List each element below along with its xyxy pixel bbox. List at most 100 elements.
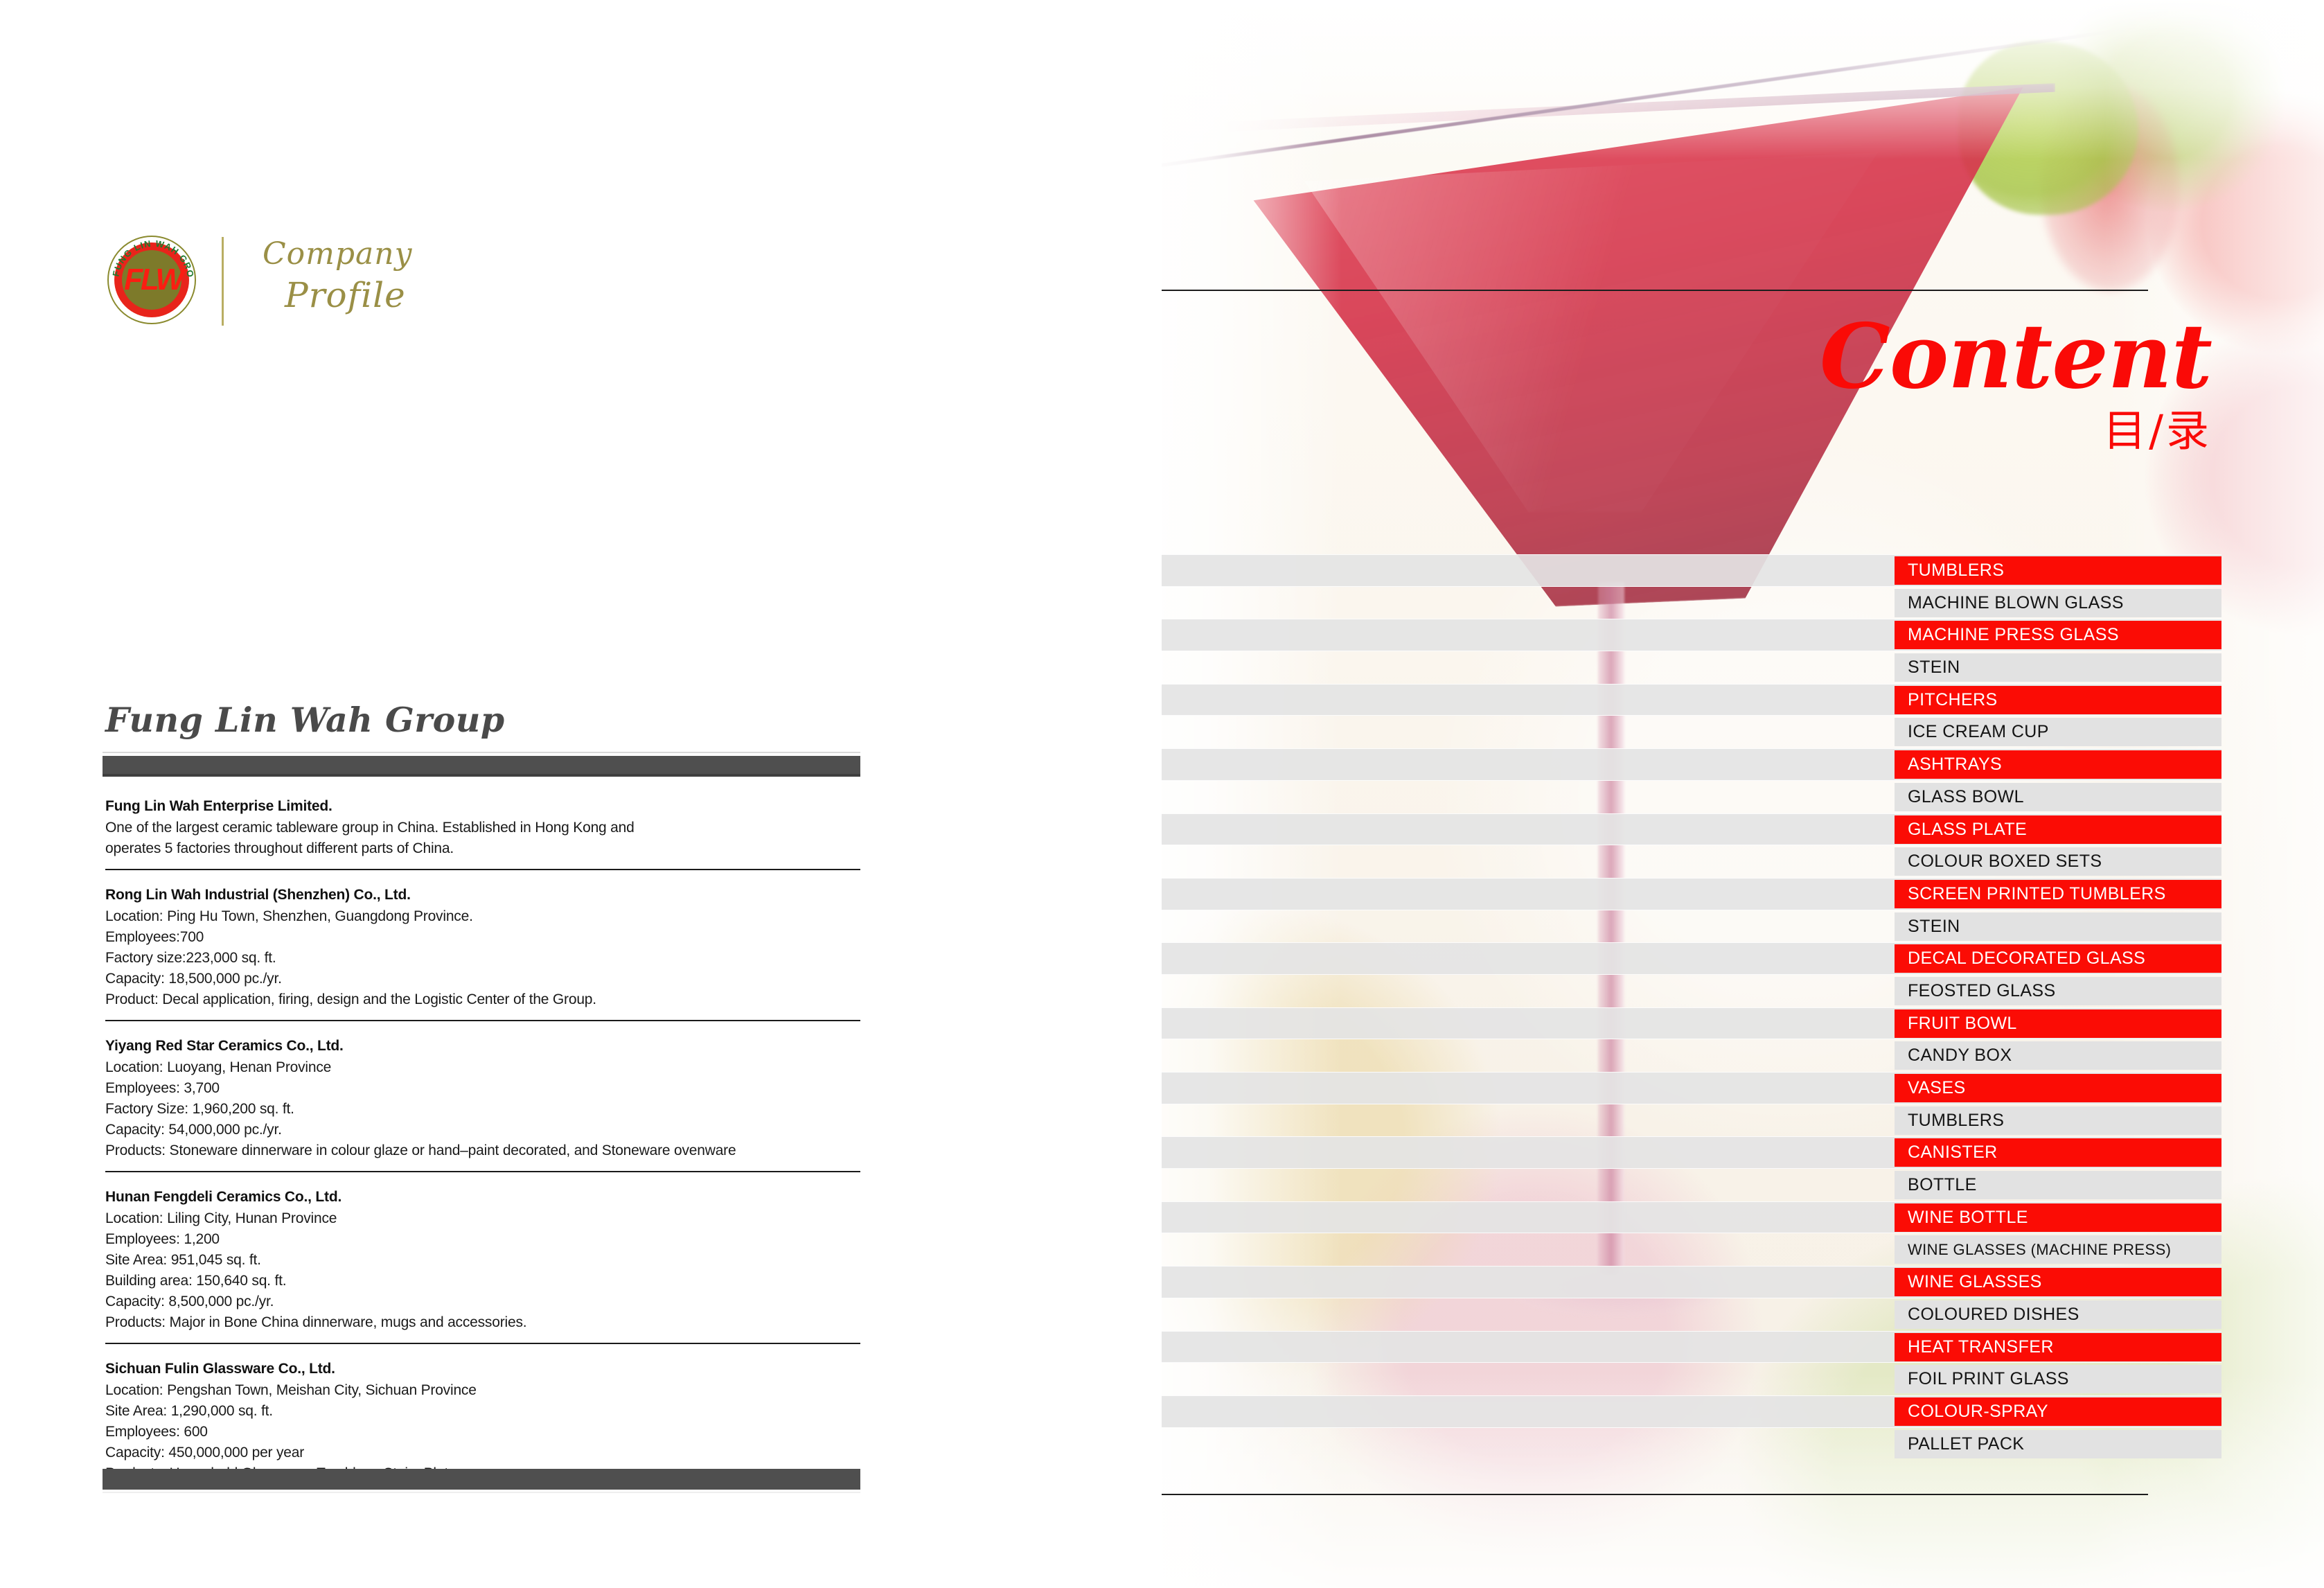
toc-row[interactable]: 151喷色杯COLOUR-SPRAY	[1162, 1395, 2324, 1428]
toc-row[interactable]: 089花瓶VASES	[1162, 1072, 2324, 1104]
logo-arc-text-icon: FUNG LIN WAH GROUP	[109, 237, 195, 279]
company-detail-line: Employees: 3,700	[105, 1080, 220, 1096]
company-detail-line: Site Area: 1,290,000 sq. ft.	[105, 1403, 273, 1419]
company-list: Fung Lin Wah Enterprise Limited. One of t…	[105, 795, 860, 1494]
toc-row[interactable]: 121有色碟COLOURED DISHES	[1162, 1298, 2324, 1331]
toc-label-en: SCREEN PRINTED TUMBLERS	[1895, 879, 2221, 908]
toc-row[interactable]: 023有把杯STEIN	[1162, 651, 2324, 684]
content-title-en: Content	[1819, 305, 2212, 409]
toc-row[interactable]: 057套具COLOUR BOXED SETS	[1162, 845, 2324, 878]
company-block: Yiyang Red Star Ceramics Co., Ltd. Locati…	[105, 1020, 860, 1171]
company-name: Yiyang Red Star Ceramics Co., Ltd.	[105, 1038, 344, 1054]
toc-label-en: HEAT TRANSFER	[1895, 1332, 2221, 1361]
company-name: Fung Lin Wah Enterprise Limited.	[105, 798, 332, 814]
toc-label-en: MACHINE PRESS GLASS	[1895, 621, 2221, 650]
toc-label-en: FOIL PRINT GLASS	[1895, 1365, 2221, 1394]
toc-row[interactable]: 001水杯TUMBLERS	[1162, 554, 2324, 587]
company-detail-line: operates 5 factories throughout differen…	[105, 840, 454, 856]
company-name: Sichuan Fulin Glassware Co., Ltd.	[105, 1361, 335, 1377]
toc-row[interactable]: 077贴花系列DECAL DECORATED GLASS	[1162, 942, 2324, 975]
left-page: FUNG LIN WAH GROUP FLW Company Profile F…	[103, 229, 860, 1494]
script-line-profile: Profile	[285, 275, 406, 315]
toc-row[interactable]: 093密封瓶CANISTER	[1162, 1136, 2324, 1170]
table-of-contents: 001水杯TUMBLERS015机吹杯MACHINE BLOWN GLASS02…	[1162, 554, 2324, 1460]
toc-row[interactable]: 092高白料水杯TUMBLERS	[1162, 1104, 2324, 1137]
toc-label-en: TUMBLERS	[1895, 1106, 2221, 1135]
toc-label-en: DECAL DECORATED GLASS	[1895, 944, 2221, 973]
toc-label-en: WINE BOTTLE	[1895, 1203, 2221, 1232]
toc-label-en: MACHINE BLOWN GLASS	[1895, 588, 2221, 617]
company-detail-line: Capacity: 8,500,000 pc./yr.	[105, 1294, 274, 1309]
toc-row[interactable]: 111高脚杯(机制)WINE GLASSES (MACHINE PRESS)	[1162, 1233, 2324, 1266]
company-detail-line: Capacity: 450,000,000 per year	[105, 1445, 305, 1461]
toc-label-en: COLOURED DISHES	[1895, 1300, 2221, 1329]
toc-label-en: WINE GLASSES (MACHINE PRESS)	[1895, 1235, 2221, 1264]
company-detail-line: Location: Pengshan Town, Meishan City, S…	[105, 1382, 477, 1398]
logo-monogram: FLW	[124, 263, 184, 297]
company-block: Hunan Fengdeli Ceramics Co., Ltd. Locatio…	[105, 1171, 860, 1343]
company-detail-line: Product: Decal application, firing, desi…	[105, 991, 596, 1007]
toc-row[interactable]: 085高白料糖果缸CANDY BOX	[1162, 1039, 2324, 1072]
toc-label-en: TUMBLERS	[1895, 556, 2221, 585]
header-rule	[1162, 290, 2148, 291]
toc-label-en: GLASS BOWL	[1895, 782, 2221, 811]
company-logo-icon: FUNG LIN WAH GROUP FLW	[107, 236, 196, 324]
toc-row[interactable]: 109酒瓶WINE BOTTLE	[1162, 1201, 2324, 1234]
company-detail-line: Factory Size: 1,960,200 sq. ft.	[105, 1101, 294, 1117]
divider-top-hairline	[103, 752, 860, 753]
toc-row[interactable]: 143烫金杯FOIL PRINT GLASS	[1162, 1363, 2324, 1395]
company-detail-line: Factory size:223,000 sq. ft.	[105, 950, 276, 966]
toc-row[interactable]: 137热转花面HEAT TRANSFER	[1162, 1330, 2324, 1364]
company-detail-line: Employees:700	[105, 929, 204, 945]
toc-row[interactable]: 157卡板PALLET PACK	[1162, 1428, 2324, 1461]
toc-row[interactable]: 061丝印单杯SCREEN PRINTED TUMBLERS	[1162, 877, 2324, 910]
divider-bottom-bar	[103, 1469, 860, 1490]
divider-top-bar	[103, 756, 860, 777]
company-name: Hunan Fengdeli Ceramics Co., Ltd.	[105, 1189, 342, 1205]
divider-bottom-hairline	[103, 1492, 860, 1493]
toc-row[interactable]: 047烟灰缸ASHTRAYS	[1162, 748, 2324, 781]
toc-label-en: FEOSTED GLASS	[1895, 976, 2221, 1005]
toc-row[interactable]: 107密封瓶BOTTLE	[1162, 1169, 2324, 1201]
page-title: Fung Lin Wah Group	[105, 700, 505, 740]
right-page: Content 目/录 001水杯TUMBLERS015机吹杯MACHINE B…	[1162, 0, 2324, 1588]
script-line-company: Company	[263, 236, 413, 272]
company-detail-line: One of the largest ceramic tableware gro…	[105, 820, 635, 836]
toc-row[interactable]: 080高白料果盘FRUIT BOWL	[1162, 1007, 2324, 1040]
toc-row[interactable]: 043雪糕杯ICE CREAM CUP	[1162, 716, 2324, 748]
company-detail-line: Capacity: 54,000,000 pc./yr.	[105, 1122, 282, 1138]
toc-label-en: FRUIT BOWL	[1895, 1009, 2221, 1038]
toc-row[interactable]: 055玻璃碟GLASS PLATE	[1162, 813, 2324, 846]
company-detail-line: Location: Luoyang, Henan Province	[105, 1059, 332, 1075]
photo-fade-left	[1162, 0, 1342, 1588]
toc-label-en: STEIN	[1895, 912, 2221, 941]
company-detail-line: Location: Ping Hu Town, Shenzhen, Guangd…	[105, 908, 473, 924]
company-block: Rong Lin Wah Industrial (Shenzhen) Co., …	[105, 869, 860, 1020]
company-detail-line: Site Area: 951,045 sq. ft.	[105, 1252, 261, 1268]
toc-row[interactable]: 021机制水杯MACHINE PRESS GLASS	[1162, 619, 2324, 652]
toc-label-en: CANDY BOX	[1895, 1041, 2221, 1070]
toc-label-en: COLOUR-SPRAY	[1895, 1397, 2221, 1426]
content-title-cn: 目/录	[2103, 405, 2212, 456]
company-detail-line: Capacity: 18,500,000 pc./yr.	[105, 971, 282, 987]
toc-label-en: ASHTRAYS	[1895, 750, 2221, 779]
toc-label-en: CANISTER	[1895, 1138, 2221, 1167]
company-detail-line: Employees: 1,200	[105, 1231, 220, 1247]
toc-row[interactable]: 075啤酒杯STEIN	[1162, 910, 2324, 943]
toc-label-en: STEIN	[1895, 653, 2221, 682]
footer-rule	[1162, 1494, 2148, 1495]
toc-row[interactable]: 048玻璃碙GLASS BOWL	[1162, 781, 2324, 813]
content-heading: Content 目/录	[1819, 305, 2212, 456]
lockup-divider	[222, 237, 224, 326]
toc-label-en: COLOUR BOXED SETS	[1895, 847, 2221, 876]
toc-row[interactable]: 079蒙砂花面FEOSTED GLASS	[1162, 975, 2324, 1007]
toc-label-en: PITCHERS	[1895, 685, 2221, 714]
toc-row[interactable]: 033水壶PITCHERS	[1162, 683, 2324, 716]
company-detail-line: Products: Stoneware dinnerware in colour…	[105, 1143, 736, 1158]
brand-lockup: FUNG LIN WAH GROUP FLW Company Profile	[107, 229, 454, 353]
toc-row[interactable]: 113高脚杯WINE GLASSES	[1162, 1266, 2324, 1298]
toc-label-en: GLASS PLATE	[1895, 815, 2221, 844]
toc-row[interactable]: 015机吹杯MACHINE BLOWN GLASS	[1162, 587, 2324, 619]
company-detail-line: Employees: 600	[105, 1424, 208, 1440]
toc-label-en: WINE GLASSES	[1895, 1268, 2221, 1297]
